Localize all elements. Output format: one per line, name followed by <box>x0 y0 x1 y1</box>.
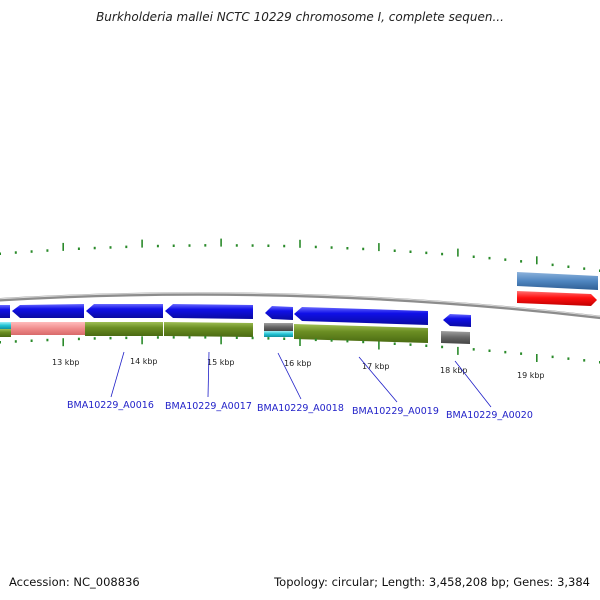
cds-arrow <box>0 305 10 318</box>
sequence-backbone-highlight <box>0 292 600 317</box>
accession-text: Accession: NC_008836 <box>9 575 140 589</box>
map-title: Burkholderia mallei NCTC 10229 chromosom… <box>96 10 504 24</box>
gene-leaders <box>110 351 492 408</box>
gray-feature <box>264 323 293 331</box>
outer-tick-ring <box>0 238 600 272</box>
cds-arrow <box>265 306 293 320</box>
cds-arrow <box>443 314 471 327</box>
gene-bar <box>294 324 428 343</box>
gene-label[interactable]: BMA10229_A0016 <box>67 400 154 411</box>
misc-feature <box>441 331 470 344</box>
gene-label[interactable]: BMA10229_A0020 <box>446 410 533 421</box>
cyan-feature <box>264 331 293 337</box>
gene-bar <box>0 329 11 337</box>
gene-bar <box>85 322 163 336</box>
scale-label: 16 kbp <box>284 359 312 368</box>
gene-label[interactable]: BMA10229_A0017 <box>165 401 252 412</box>
gene-label[interactable]: BMA10229_A0019 <box>352 406 439 417</box>
pseudo-feature <box>11 322 85 335</box>
feature-repeat-region[interactable] <box>517 272 598 290</box>
gene-label[interactable]: BMA10229_A0018 <box>257 403 344 414</box>
scale-label: 13 kbp <box>52 358 80 367</box>
topology-summary: Topology: circular; Length: 3,458,208 bp… <box>274 575 590 589</box>
feature-rna[interactable] <box>517 291 597 306</box>
gene-labels: BMA10229_A0016 BMA10229_A0017 BMA10229_A… <box>67 400 533 421</box>
scale-label: 19 kbp <box>517 371 545 380</box>
scale-label: 18 kbp <box>440 366 468 375</box>
scale-label: 15 kbp <box>207 358 235 367</box>
gene-bar <box>164 322 253 337</box>
cds-arrow <box>165 304 253 319</box>
inner-tick-ring <box>0 336 600 364</box>
cds-arrow <box>86 304 163 318</box>
scale-label: 17 kbp <box>362 362 390 371</box>
cds-arrow <box>12 304 84 318</box>
cds-arrows[interactable] <box>0 304 471 327</box>
gene-bars[interactable] <box>0 322 470 344</box>
scale-labels: 13 kbp 14 kbp 15 kbp 16 kbp 17 kbp 18 kb… <box>52 357 545 380</box>
sequence-backbone <box>0 292 600 320</box>
cyan-feature <box>0 322 11 329</box>
scale-label: 14 kbp <box>130 357 158 366</box>
cds-arrow <box>294 307 428 325</box>
